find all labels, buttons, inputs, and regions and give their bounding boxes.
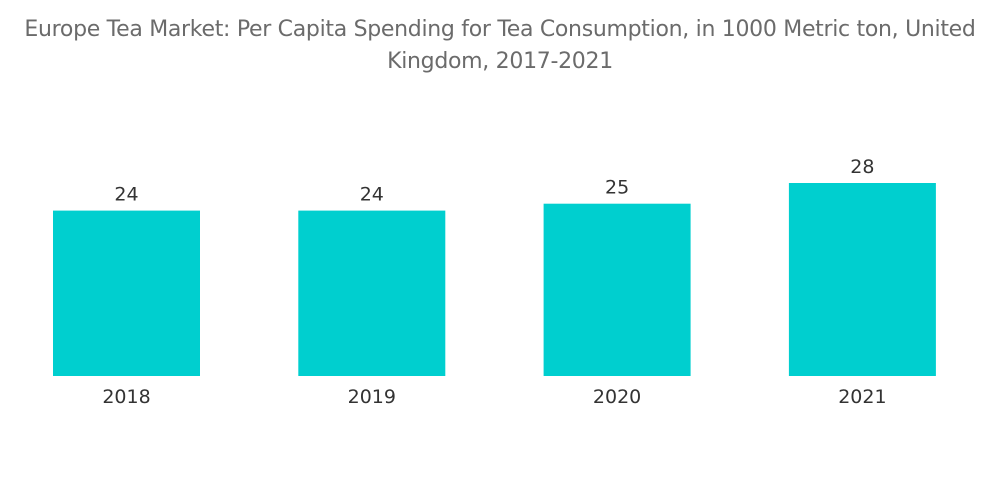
chart-title: Europe Tea Market: Per Capita Spending f… [0,14,1000,78]
data-label-2021: 28 [850,156,874,178]
chart-title-line-1: Europe Tea Market: Per Capita Spending f… [24,17,976,42]
bar-2020 [543,203,691,376]
data-label-2019: 24 [360,184,384,206]
x-tick-label-2020: 2020 [593,386,641,408]
data-label-2020: 25 [605,177,629,199]
bar-2018 [53,210,200,376]
bar-2021 [788,183,936,376]
x-tick-label-2021: 2021 [838,386,886,408]
bar-2019 [298,210,446,376]
data-label-2018: 24 [114,184,138,206]
x-tick-label-2019: 2019 [348,386,396,408]
x-tick-label-2018: 2018 [102,386,150,408]
chart-title-line-2: Kingdom, 2017-2021 [387,49,613,74]
